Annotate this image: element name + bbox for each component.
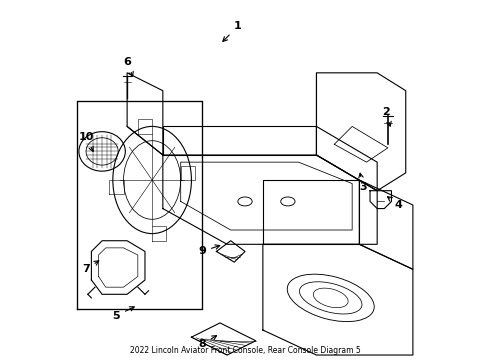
- Text: 2: 2: [382, 107, 391, 126]
- Text: 3: 3: [359, 173, 367, 192]
- Text: 10: 10: [78, 132, 94, 152]
- Text: 9: 9: [198, 245, 220, 256]
- Text: 7: 7: [82, 261, 99, 274]
- Text: 6: 6: [123, 57, 133, 76]
- Text: 2022 Lincoln Aviator Front Console, Rear Console Diagram 5: 2022 Lincoln Aviator Front Console, Rear…: [130, 346, 360, 355]
- Text: 8: 8: [198, 336, 217, 349]
- Text: 1: 1: [223, 21, 242, 41]
- Text: 4: 4: [388, 197, 403, 210]
- Text: 5: 5: [113, 307, 134, 321]
